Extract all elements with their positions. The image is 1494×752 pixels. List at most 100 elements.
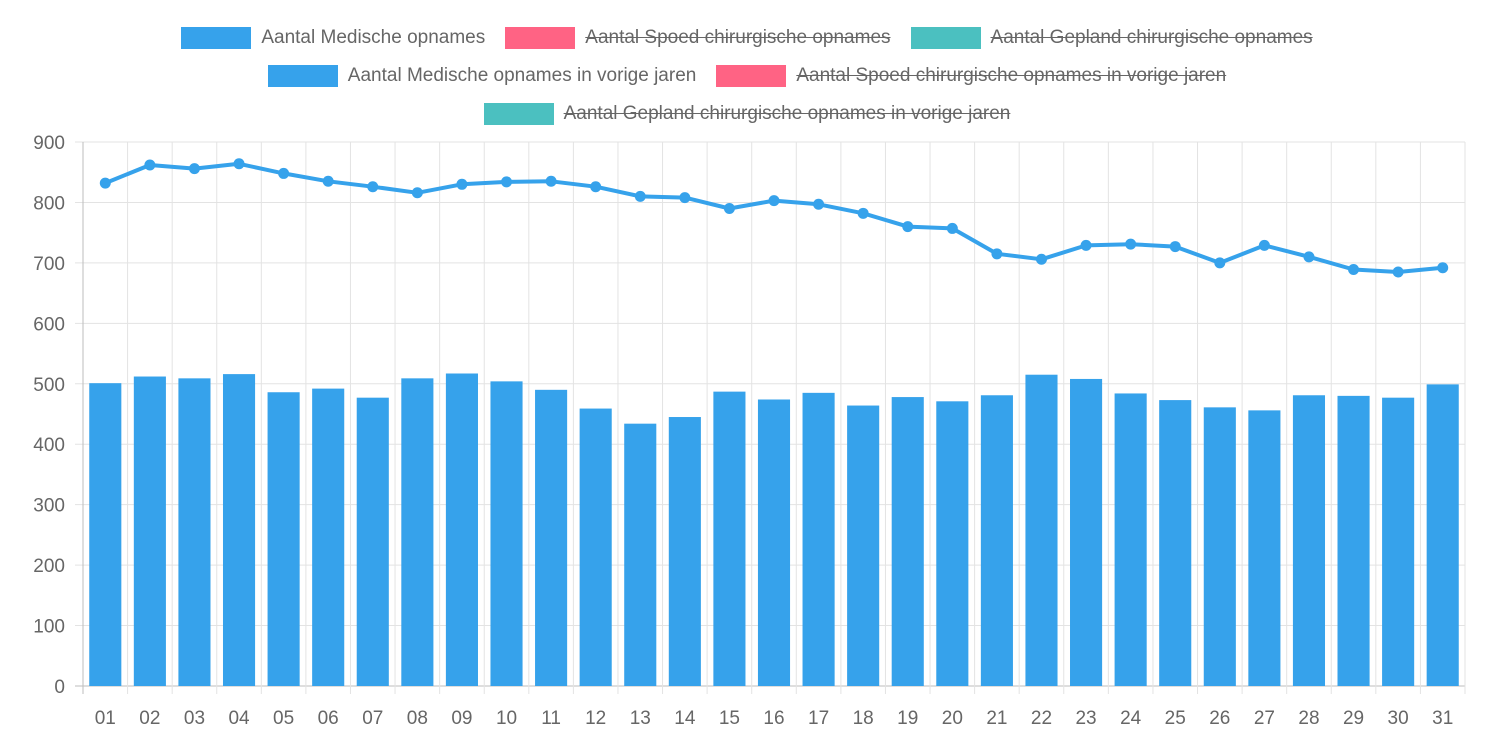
y-tick-label: 500 xyxy=(33,375,65,396)
legend-item[interactable]: Aantal Medische opnames in vorige jaren xyxy=(267,65,696,87)
legend-label: Aantal Spoed chirurgische opnames in vor… xyxy=(796,65,1227,86)
legend-swatch xyxy=(716,65,787,87)
bar xyxy=(757,399,791,686)
x-tick-label: 20 xyxy=(942,708,963,729)
y-tick-label: 200 xyxy=(33,556,65,577)
x-tick-label: 09 xyxy=(451,708,472,729)
legend-item[interactable]: Aantal Gepland chirurgische opnames in v… xyxy=(483,103,1011,125)
x-tick-label: 10 xyxy=(496,708,517,729)
line-point xyxy=(99,177,111,189)
line-point xyxy=(278,167,290,179)
legend-swatch xyxy=(910,27,981,49)
y-tick-label: 600 xyxy=(33,314,65,335)
x-tick-label: 03 xyxy=(184,708,205,729)
x-tick-label: 24 xyxy=(1120,708,1142,729)
line-point xyxy=(946,222,958,234)
bar xyxy=(312,388,345,686)
bar xyxy=(1114,393,1147,686)
x-tick-label: 26 xyxy=(1209,708,1230,729)
bar xyxy=(490,381,523,686)
line-point xyxy=(233,158,245,170)
legend-row: Aantal Gepland chirurgische opnames in v… xyxy=(0,95,1494,133)
line-point xyxy=(456,178,468,190)
y-tick-label: 0 xyxy=(54,677,65,698)
x-tick-label: 16 xyxy=(763,708,784,729)
line-point xyxy=(1035,253,1047,265)
y-tick-label: 300 xyxy=(33,496,65,517)
x-tick-label: 08 xyxy=(407,708,428,729)
legend-label: Aantal Gepland chirurgische opnames in v… xyxy=(563,103,1011,124)
bar xyxy=(356,397,389,686)
x-tick-label: 30 xyxy=(1388,708,1409,729)
y-tick-label: 900 xyxy=(33,133,65,154)
x-tick-label: 27 xyxy=(1254,708,1275,729)
bar xyxy=(1070,378,1103,686)
y-tick-label: 100 xyxy=(33,617,65,638)
bar xyxy=(1426,384,1459,686)
bar xyxy=(535,389,568,686)
line-point xyxy=(144,159,156,171)
legend-swatch xyxy=(483,103,554,125)
line-point xyxy=(411,187,423,199)
line-point xyxy=(679,192,691,204)
line-point xyxy=(1214,257,1226,269)
x-tick-label: 21 xyxy=(986,708,1007,729)
x-tick-label: 02 xyxy=(139,708,160,729)
bar xyxy=(891,397,924,686)
x-axis-ticks: 01 02 03 04 05 06 07 08 09 10 11 12 13 14 15 16 17 18 19 20… xyxy=(95,708,1454,729)
bar xyxy=(1203,407,1236,686)
line-point xyxy=(1392,266,1404,278)
legend-swatch xyxy=(267,65,338,87)
bar xyxy=(668,417,701,686)
x-tick-label: 22 xyxy=(1031,708,1052,729)
bar xyxy=(579,408,612,686)
legend-item[interactable]: Aantal Spoed chirurgische opnames xyxy=(505,27,891,49)
line-point xyxy=(1125,238,1137,250)
line-point xyxy=(1303,251,1315,263)
bar xyxy=(1292,395,1326,686)
line-point xyxy=(768,195,780,207)
x-tick-label: 05 xyxy=(273,708,294,729)
x-tick-label: 01 xyxy=(95,708,116,729)
line-point xyxy=(1348,264,1360,276)
legend-row: Aantal Medische opnames Aantal Spoed chir… xyxy=(0,19,1494,57)
bar xyxy=(133,376,166,686)
legend-item[interactable]: Aantal Gepland chirurgische opnames xyxy=(910,27,1313,49)
y-axis-ticks: 0 100 200 300 400 500 600 700 800 900 xyxy=(33,133,65,698)
x-tick-label: 13 xyxy=(630,708,651,729)
line-point xyxy=(902,221,914,233)
bar xyxy=(624,423,657,686)
x-tick-label: 28 xyxy=(1298,708,1319,729)
bar xyxy=(267,392,300,686)
bar xyxy=(401,378,434,686)
bar xyxy=(1337,395,1370,686)
bar xyxy=(802,392,835,686)
legend-item[interactable]: Aantal Spoed chirurgische opnames in vor… xyxy=(716,65,1226,87)
legend-item[interactable]: Aantal Medische opnames xyxy=(181,27,485,49)
x-tick-label: 15 xyxy=(719,708,740,729)
legend-label: Aantal Spoed chirurgische opnames xyxy=(585,27,891,48)
bar xyxy=(1382,397,1415,686)
line-point xyxy=(545,175,557,187)
line-point xyxy=(501,176,513,188)
line-point xyxy=(322,175,334,187)
x-tick-label: 07 xyxy=(362,708,383,729)
y-tick-label: 800 xyxy=(33,193,65,214)
y-tick-label: 700 xyxy=(33,254,65,275)
x-tick-label: 18 xyxy=(853,708,874,729)
bar xyxy=(445,373,478,686)
bar xyxy=(936,401,969,686)
line-point xyxy=(634,190,646,202)
line-point xyxy=(590,181,602,193)
line-point xyxy=(1080,239,1092,251)
bar xyxy=(178,378,211,686)
line-point xyxy=(367,181,379,193)
x-tick-label: 25 xyxy=(1165,708,1186,729)
legend-swatch xyxy=(181,27,252,49)
x-tick-label: 17 xyxy=(808,708,829,729)
legend-label: Aantal Gepland chirurgische opnames xyxy=(990,27,1313,48)
y-tick-label: 400 xyxy=(33,435,65,456)
bar xyxy=(89,383,122,686)
bar xyxy=(980,395,1013,686)
